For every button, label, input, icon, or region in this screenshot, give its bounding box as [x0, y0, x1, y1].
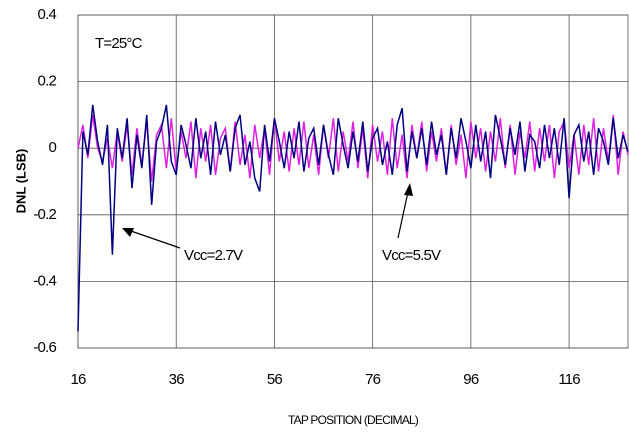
arrow-line: [127, 229, 181, 249]
y-tick-label: -0.4: [33, 272, 56, 289]
annotation-arrows: [122, 183, 413, 249]
annotation: Vcc=5.5V: [382, 247, 441, 264]
y-axis-label: DNL (LSB): [13, 149, 28, 214]
x-tick-label: 76: [365, 371, 381, 388]
x-tick-label: 116: [558, 371, 580, 388]
x-tick-label: 16: [70, 371, 86, 388]
x-tick-label: 36: [169, 371, 185, 388]
x-tick-label: 96: [463, 371, 479, 388]
y-tick-label: 0.2: [38, 73, 57, 90]
chart-title: T=25°C: [95, 35, 143, 52]
y-tick-label: 0.4: [38, 6, 57, 23]
plot-frame: [77, 14, 629, 349]
series-line: [77, 104, 629, 332]
y-tick-label: -0.2: [33, 206, 56, 223]
x-tick-label: 56: [267, 371, 283, 388]
arrow-head: [404, 183, 413, 196]
x-axis-label: TAP POSITION (DECIMAL): [288, 413, 419, 427]
arrow-head: [122, 228, 134, 237]
arrow-line: [397, 191, 409, 239]
y-tick-label: -0.6: [33, 339, 56, 356]
y-tick-label: 0: [48, 139, 56, 156]
annotation: Vcc=2.7V: [184, 247, 243, 264]
